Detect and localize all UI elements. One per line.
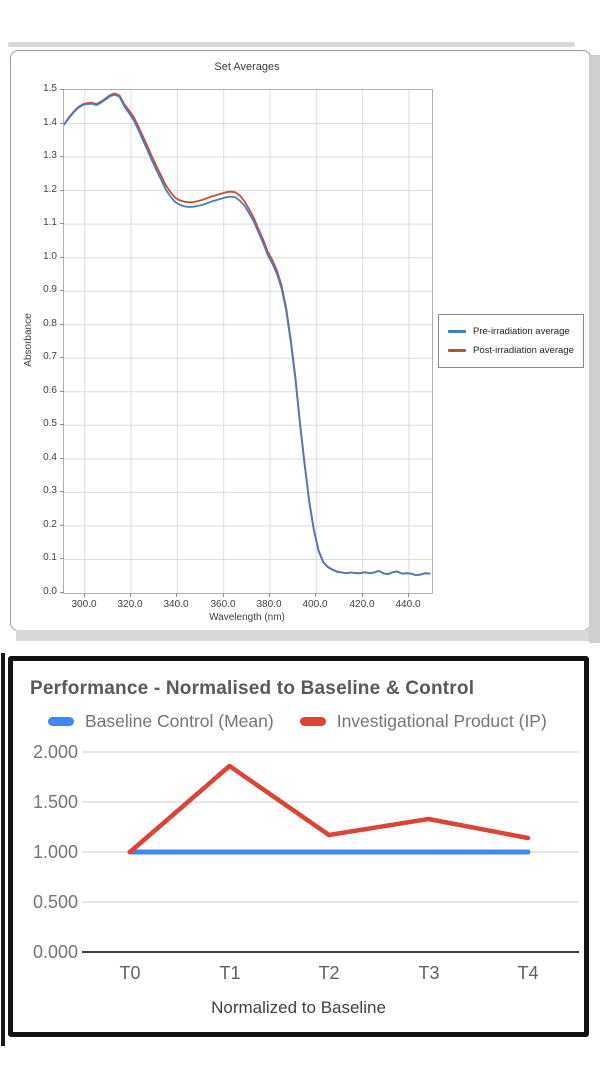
spectral-y-tick-label: 0.4: [43, 452, 57, 463]
performance-x-tick-label: T4: [517, 963, 539, 983]
spectral-x-tick-mark: [176, 593, 177, 597]
legend-label-pre-irradiation: Pre-irradiation average: [473, 326, 570, 337]
spectral-x-tick-label: 380.0: [256, 599, 282, 610]
spectral-y-tick-mark: [60, 290, 64, 291]
legend-item-pre-irradiation: Pre-irradiation average: [448, 326, 583, 337]
post-irradiation-line-swatch: [448, 349, 466, 352]
spectral-x-tick-mark: [408, 593, 409, 597]
performance-y-tick-label: 2.000: [32, 742, 78, 762]
investigational-product-line: [127, 763, 531, 855]
panel-shadow-bottom: [16, 630, 589, 641]
performance-y-tick-label: 1.000: [32, 842, 78, 862]
spectral-x-tick-mark: [223, 593, 224, 597]
performance-y-tick-label: 1.500: [32, 792, 78, 812]
spectral-y-tick-label: 1.4: [43, 117, 57, 128]
spectral-y-tick-label: 1.1: [43, 217, 57, 228]
spectral-y-tick-label: 1.0: [43, 251, 57, 262]
performance-chart-frame: Performance - Normalised to Baseline & C…: [8, 656, 589, 1037]
spectral-y-tick-mark: [60, 190, 64, 191]
pre-irradiation-line-swatch: [448, 330, 466, 333]
spectral-y-tick-label: 0.5: [43, 418, 57, 429]
performance-y-tick-label: 0.500: [32, 892, 78, 912]
legend-item-post-irradiation: Post-irradiation average: [448, 345, 583, 356]
performance-x-tick-label: T1: [219, 963, 241, 983]
performance-x-axis-title: Normalized to Baseline: [211, 998, 386, 1017]
performance-x-tick-label: T3: [418, 963, 440, 983]
spectral-x-tick-mark: [84, 593, 85, 597]
panel-shadow-right: [589, 55, 600, 643]
spectral-x-tick-label: 360.0: [210, 599, 236, 610]
legend-label-baseline-control: Baseline Control (Mean): [85, 711, 274, 731]
spectral-x-tick-mark: [269, 593, 270, 597]
spectral-y-tick-mark: [60, 458, 64, 459]
spectral-x-tick-mark: [315, 593, 316, 597]
spectral-y-tick-label: 0.9: [43, 284, 57, 295]
spectral-y-tick-mark: [60, 123, 64, 124]
spectral-x-tick-label: 400.0: [302, 599, 328, 610]
spectral-x-tick-label: 340.0: [163, 599, 189, 610]
performance-x-tick-label: T2: [318, 963, 340, 983]
spectral-plot-area: [63, 89, 433, 594]
spectral-y-tick-mark: [60, 223, 64, 224]
spectral-y-tick-label: 0.3: [43, 485, 57, 496]
spectral-y-tick-label: 0.6: [43, 385, 57, 396]
spectral-y-tick-label: 1.5: [43, 83, 57, 94]
left-frame-edge: [1, 653, 5, 1046]
performance-x-tick-label: T0: [119, 963, 141, 983]
spectral-y-tick-mark: [60, 558, 64, 559]
spectral-y-tick-label: 0.7: [43, 351, 57, 362]
spectral-y-tick-mark: [60, 324, 64, 325]
baseline-control-swatch: [48, 717, 74, 726]
spectral-legend: Pre-irradiation average Post-irradiation…: [438, 314, 584, 368]
spectral-y-tick-label: 0.0: [43, 586, 57, 597]
spectral-y-tick-label: 0.1: [43, 552, 57, 563]
spectral-y-tick-mark: [60, 525, 64, 526]
legend-item-baseline-control: Baseline Control (Mean): [48, 711, 274, 732]
spectral-y-tick-mark: [60, 391, 64, 392]
spectral-chart-title: Set Averages: [214, 61, 280, 73]
legend-item-investigational-product: Investigational Product (IP): [299, 711, 547, 732]
performance-legend: Baseline Control (Mean) Investigational …: [48, 711, 547, 732]
spectral-x-tick-mark: [362, 593, 363, 597]
top-divider-bar: [8, 42, 575, 47]
spectral-x-tick-label: 300.0: [71, 599, 97, 610]
spectral-x-tick-mark: [130, 593, 131, 597]
performance-y-tick-label: 0.000: [32, 942, 78, 962]
performance-chart-svg: [82, 751, 579, 953]
spectral-x-tick-label: 440.0: [395, 599, 421, 610]
spectral-y-tick-mark: [60, 357, 64, 358]
spectral-y-tick-mark: [60, 257, 64, 258]
spectral-y-tick-mark: [60, 89, 64, 90]
spectral-chart-panel: Set Averages Absorbance 1.5 1.4 1.3 1.2 1.1 1…: [10, 50, 591, 631]
spectral-y-tick-mark: [60, 592, 64, 593]
legend-label-investigational-product: Investigational Product (IP): [336, 711, 547, 731]
investigational-product-swatch: [299, 717, 326, 726]
spectral-x-tick-label: 420.0: [349, 599, 375, 610]
spectral-y-tick-label: 0.8: [43, 318, 57, 329]
pre-irradiation-line: [63, 93, 431, 577]
spectral-chart-svg: [63, 90, 432, 593]
spectral-y-tick-label: 1.2: [43, 184, 57, 195]
spectral-y-tick-label: 0.2: [43, 519, 57, 530]
spectral-y-tick-mark: [60, 156, 64, 157]
spectral-x-tick-label: 320.0: [117, 599, 143, 610]
post-irradiation-line: [63, 92, 431, 577]
legend-label-post-irradiation: Post-irradiation average: [473, 345, 574, 356]
spectral-y-tick-label: 1.3: [43, 150, 57, 161]
spectral-y-tick-mark: [60, 424, 64, 425]
spectral-y-tick-mark: [60, 491, 64, 492]
performance-chart-title: Performance - Normalised to Baseline & C…: [30, 678, 475, 699]
spectral-x-axis-title: Wavelength (nm): [209, 612, 285, 623]
